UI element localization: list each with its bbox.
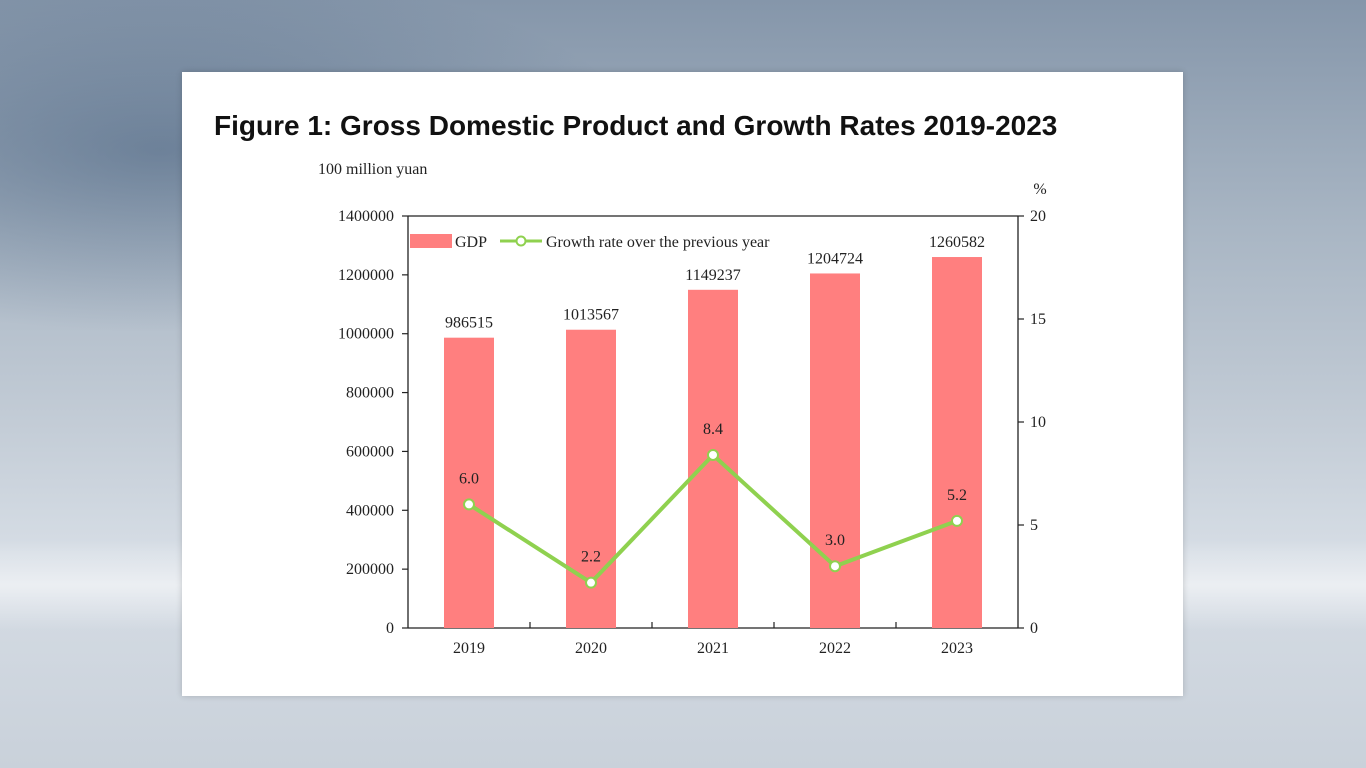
gdp-bar [810,273,860,628]
growth-rate-label: 3.0 [825,532,845,549]
growth-rate-label: 5.2 [947,487,967,504]
gdp-bar-label: 1149237 [685,267,740,284]
chart-card: Figure 1: Gross Domestic Product and Gro… [182,72,1183,696]
y-tick-label: 1200000 [338,267,394,284]
y2-tick-label: 0 [1030,620,1038,637]
y-tick-label: 1000000 [338,326,394,343]
gdp-bar [932,257,982,628]
y2-tick-label: 5 [1030,517,1038,534]
y-axis-label: 100 million yuan [318,161,427,178]
growth-rate-label: 6.0 [459,470,479,487]
gdp-bar-label: 986515 [445,315,493,332]
y-tick-label: 200000 [346,561,394,578]
gdp-bar-label: 1204724 [807,250,863,267]
y2-tick-label: 15 [1030,311,1046,328]
gdp-chart: 100 million yuan % 0 200000 400000 600000 80… [318,161,1047,657]
gdp-bar-label: 1260582 [929,234,985,251]
growth-rate-label: 8.4 [703,421,723,438]
legend-growth-marker [515,235,527,247]
growth-rate-point [463,498,475,511]
legend-gdp-label: GDP [455,234,487,251]
x-tick-label: 2021 [697,640,729,657]
y-tick-label: 600000 [346,443,394,460]
y-tick-label: 400000 [346,502,394,519]
growth-rate-point [585,576,597,589]
y2-tick-label: 20 [1030,208,1046,225]
x-tick-label: 2020 [575,640,607,657]
x-tick-label: 2022 [819,640,851,657]
x-tick-label: 2019 [453,640,485,657]
legend-gdp-swatch [410,234,452,248]
growth-rate-point [707,448,719,461]
x-tick-label: 2023 [941,640,973,657]
y-tick-label: 1400000 [338,208,394,225]
growth-rate-point [829,560,841,573]
growth-rate-point [951,514,963,527]
chart-title: Figure 1: Gross Domestic Product and Gro… [214,110,1058,141]
gdp-bar-label: 1013567 [563,307,619,324]
legend-growth-label: Growth rate over the previous year [546,234,770,251]
growth-rate-label: 2.2 [581,549,601,566]
y2-tick-label: 10 [1030,414,1046,431]
y2-axis-label: % [1033,181,1046,198]
gdp-bar [444,337,494,628]
y-tick-label: 0 [386,620,394,637]
y-tick-label: 800000 [346,385,394,402]
